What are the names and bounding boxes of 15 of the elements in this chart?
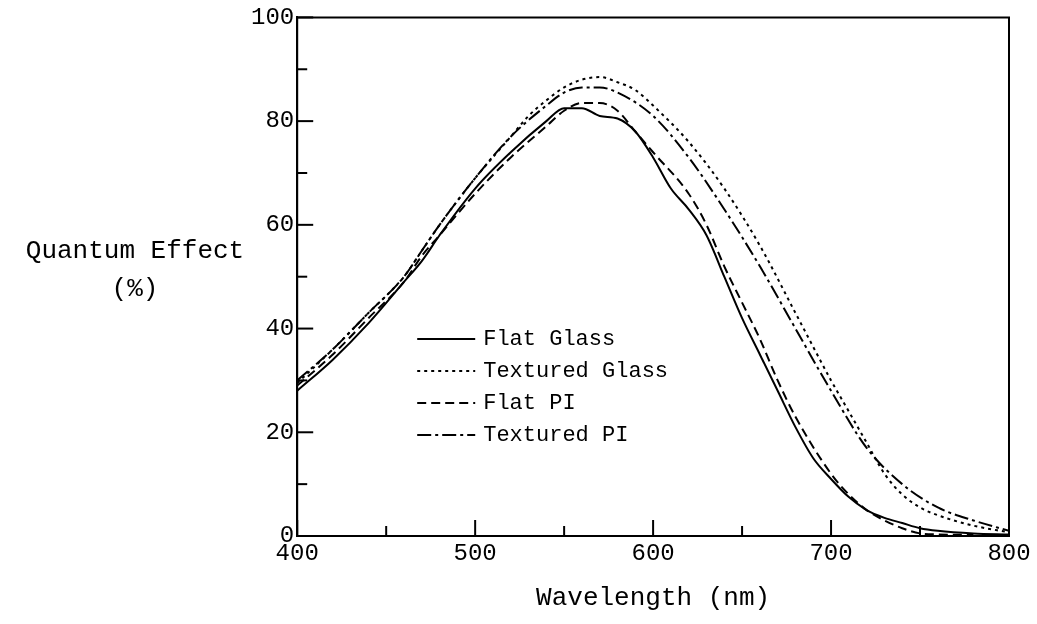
- x-axis-title: Wavelength (nm): [536, 583, 771, 614]
- x-tick-label: 700: [809, 539, 853, 567]
- legend-label: Textured Glass: [483, 358, 669, 384]
- x-tick-label: 800: [987, 539, 1031, 567]
- y-tick-label: 60: [265, 211, 295, 239]
- legend-label: Flat Glass: [483, 326, 616, 352]
- y-tick-label: 40: [265, 314, 295, 342]
- y-axis-title: Quantum Effect (%): [25, 236, 245, 304]
- x-tick-label: 500: [453, 539, 497, 567]
- legend-label: Textured PI: [483, 422, 629, 448]
- y-tick-label: 80: [265, 107, 295, 135]
- x-tick-label: 600: [631, 539, 675, 567]
- y-tick-label: 100: [250, 3, 295, 31]
- y-tick-label: 20: [265, 418, 295, 446]
- legend-label: Flat PI: [483, 390, 576, 416]
